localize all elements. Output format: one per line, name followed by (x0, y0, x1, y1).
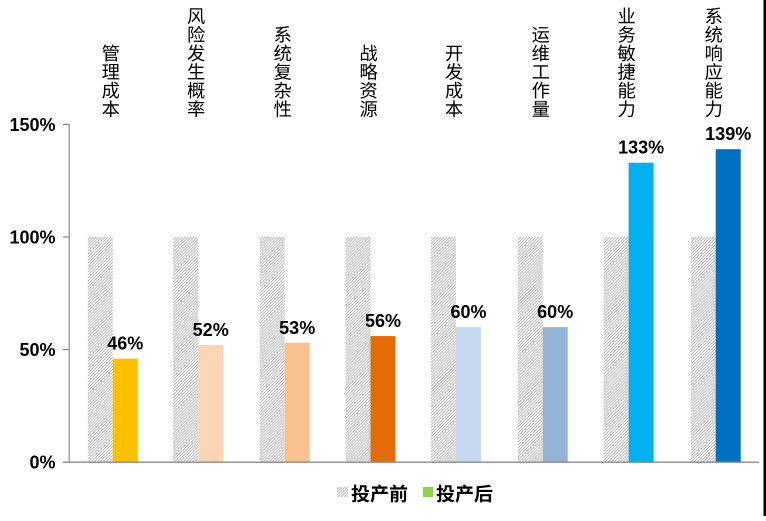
svg-text:100%: 100% (9, 227, 55, 247)
svg-text:52%: 52% (193, 320, 229, 340)
svg-text:50%: 50% (19, 340, 55, 360)
svg-text:60%: 60% (537, 302, 573, 322)
svg-text:150%: 150% (9, 115, 55, 135)
svg-text:139%: 139% (705, 124, 751, 144)
svg-text:56%: 56% (365, 311, 401, 331)
svg-text:133%: 133% (618, 138, 664, 158)
svg-text:53%: 53% (279, 318, 315, 338)
svg-text:60%: 60% (450, 302, 486, 322)
svg-text:46%: 46% (107, 334, 143, 354)
svg-text:0%: 0% (29, 453, 55, 473)
